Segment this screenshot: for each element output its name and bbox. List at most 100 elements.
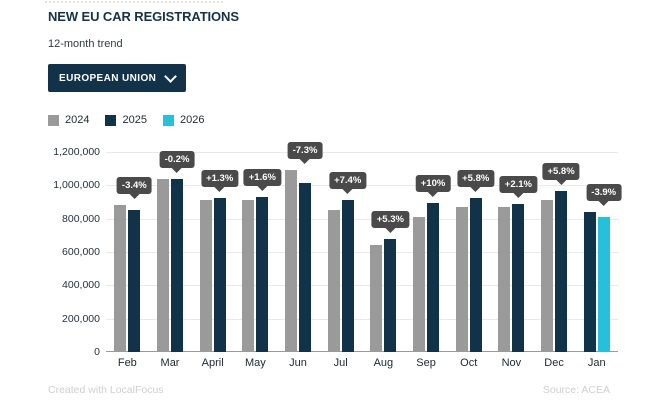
y-axis-label: 1,200,000 [53,146,100,158]
change-badge-aug: +5.3% [371,211,409,229]
month-group-jul: +7.4% Jul [319,152,367,369]
legend-label: 2025 [122,114,147,126]
x-axis-label: Oct [460,357,478,369]
bar-pair [490,152,533,352]
x-axis-label: Nov [501,357,522,369]
month-group-april: +1.3% April [191,152,239,369]
legend-swatch-2025 [105,114,117,126]
y-axis-label: 800,000 [62,212,100,225]
month-group-oct: +5.8% Oct [447,152,495,369]
bar-2024-oct[interactable] [455,206,468,352]
legend-item-2026: 2026 [162,114,205,126]
bar-2025-nov[interactable] [512,203,525,352]
bar-pair [234,152,277,352]
bar-2025-april[interactable] [213,197,226,352]
source-text: Source: ACEA [542,384,610,396]
change-badge-nov: +2.1% [499,175,537,193]
change-badge-may: +1.6% [243,169,281,187]
bar-pair [277,152,320,352]
month-group-feb: -3.4% Feb [106,152,152,369]
bar-2026-jan[interactable] [597,217,610,352]
y-axis-label: 0 [94,346,100,358]
bar-2025-oct[interactable] [469,198,482,352]
bar-2024-dec[interactable] [541,200,554,352]
change-badge-jun: -7.3% [287,141,323,159]
bar-pair [362,152,405,352]
x-axis-label: Dec [544,357,564,369]
month-group-jan: -3.9% Jan [575,152,622,369]
bar-2024-april[interactable] [199,199,212,352]
y-axis-label: 600,000 [62,246,100,258]
month-group-mar: -0.2% Mar [149,150,195,369]
bar-2024-nov[interactable] [498,206,511,352]
x-axis-label: Aug [373,357,394,369]
chart-legend: 2024 2025 2026 [48,114,204,126]
bar-2025-aug[interactable] [384,239,397,352]
bar-2025-may[interactable] [256,197,269,352]
bar-2024-mar[interactable] [157,178,169,352]
x-axis-label: Feb [117,357,137,369]
x-axis-label: Mar [160,357,180,369]
change-badge-jul: +7.4% [329,171,367,189]
top-divider [45,1,223,3]
change-badge-dec: +5.8% [542,163,580,181]
change-badge-jan: -3.9% [586,183,622,201]
x-axis-label: May [244,357,266,369]
chart-subtitle: 12-month trend [48,38,123,50]
x-axis-label: Jun [289,357,307,369]
bar-pair [319,152,362,352]
bar-2025-sep[interactable] [427,203,440,352]
bar-pair [106,152,149,352]
change-badge-april: +1.3% [201,169,239,187]
x-axis-label: Sep [416,357,436,369]
y-axis-label: 200,000 [62,312,100,325]
bar-pair [405,152,448,352]
credit-text: Created with LocalFocus [48,384,164,396]
bar-2025-feb[interactable] [128,209,141,352]
bar-2025-jul[interactable] [341,199,354,352]
legend-item-2025: 2025 [105,114,147,126]
legend-label: 2024 [65,114,90,126]
legend-swatch-2026 [162,114,174,126]
page-title: NEW EU CAR REGISTRATIONS [48,9,239,24]
month-group-dec: +5.8% Dec [533,152,580,369]
month-group-nov: +2.1% Nov [490,152,537,369]
x-axis-label: Jan [587,357,606,369]
bar-2025-jun[interactable] [299,182,312,352]
bar-2025-jan[interactable] [583,211,596,352]
bar-2025-dec[interactable] [555,191,568,352]
month-group-sep: +10% Sep [405,152,451,369]
bar-2024-may[interactable] [242,199,255,352]
bar-pair [533,152,576,352]
bar-pair [575,152,618,352]
change-badge-mar: -0.2% [159,150,195,168]
y-axis-label: 1,000,000 [53,179,100,192]
bar-pair [149,152,192,352]
bar-2024-feb[interactable] [114,204,127,352]
bar-pair [191,152,234,352]
month-group-aug: +5.3% Aug [362,152,409,369]
plot-area: -3.4% Feb -0.2% Mar +1.3% April +1.6% May -7.3% J… [106,141,622,369]
legend-item-2024: 2024 [48,114,89,126]
y-axis-label: 400,000 [62,279,100,292]
bar-2024-aug[interactable] [370,244,383,352]
month-group-may: +1.6% May [234,152,281,369]
bar-2024-sep[interactable] [413,216,426,352]
legend-swatch-2024 [48,114,59,126]
bar-2024-jun[interactable] [285,169,298,352]
region-dropdown[interactable]: EUROPEAN UNION [48,64,187,92]
gridline [106,152,618,153]
bar-2025-mar[interactable] [171,179,183,352]
x-axis-label: April [201,357,224,369]
bar-2024-jul[interactable] [327,210,340,352]
region-dropdown-label: EUROPEAN UNION [59,72,157,84]
x-axis-label: Jul [333,357,348,369]
bar-pair [447,152,490,352]
change-badge-sep: +10% [415,175,451,193]
month-group-jun: -7.3% Jun [277,141,323,369]
change-badge-feb: -3.4% [116,176,152,194]
chevron-down-icon [164,69,178,83]
change-badge-oct: +5.8% [457,170,495,188]
legend-label: 2026 [179,114,205,126]
